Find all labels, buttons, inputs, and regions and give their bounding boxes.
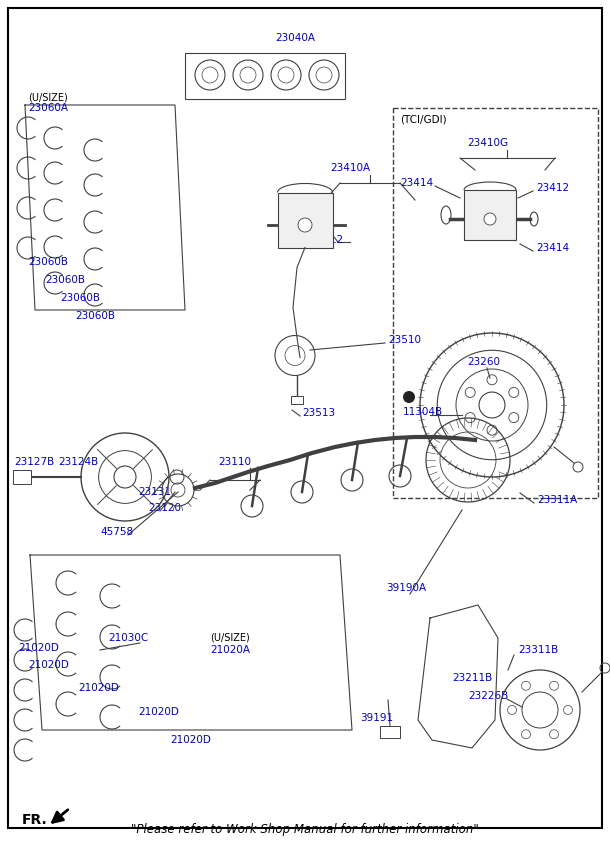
Text: 23410G: 23410G [467,138,508,148]
Text: (U/SIZE): (U/SIZE) [28,92,68,102]
Text: 21020D: 21020D [170,735,211,745]
Text: 23414: 23414 [536,243,569,253]
Text: 23110: 23110 [218,457,251,467]
Polygon shape [30,555,352,730]
Text: 21020D: 21020D [138,707,179,717]
Text: 23040A: 23040A [275,33,315,43]
Text: 21020A: 21020A [210,645,250,655]
Text: 23060A: 23060A [28,103,68,113]
Bar [278,192,332,248]
Bar [464,190,516,240]
Text: 23060B: 23060B [75,311,115,321]
Text: FR.: FR. [22,813,48,827]
Circle shape [403,391,415,403]
Text: 21030C: 21030C [108,633,148,643]
Text: 23412: 23412 [536,183,569,193]
Text: 23060B: 23060B [45,275,85,285]
Text: 23510: 23510 [388,335,421,345]
Text: 21020D: 21020D [28,660,69,670]
Text: 23311A: 23311A [537,495,577,505]
Circle shape [484,213,496,225]
Bar [291,395,303,404]
Text: "Please refer to Work Shop Manual for further information": "Please refer to Work Shop Manual for fu… [131,823,479,836]
Text: 23311B: 23311B [518,645,558,655]
Text: 45758: 45758 [100,527,133,537]
Text: 23127B: 23127B [14,457,54,467]
Text: 23412: 23412 [310,235,343,245]
Text: (U/SIZE): (U/SIZE) [210,633,249,643]
Text: 23060B: 23060B [60,293,100,303]
Text: 39190A: 39190A [386,583,426,593]
Polygon shape [25,105,185,310]
Text: 23410A: 23410A [330,163,370,173]
Text: 21020D: 21020D [18,643,59,653]
Text: 39191: 39191 [360,713,393,723]
Text: 23124B: 23124B [58,457,98,467]
Text: 23513: 23513 [302,408,335,418]
Bar [380,726,400,738]
Text: 23260: 23260 [467,357,500,367]
Text: 23211B: 23211B [452,673,492,683]
Text: 23414: 23414 [400,178,433,188]
Polygon shape [418,605,498,748]
Text: 23131: 23131 [138,487,171,497]
Text: (TCI/GDI): (TCI/GDI) [400,115,447,125]
Text: 23120: 23120 [148,503,181,513]
Text: 21020D: 21020D [78,683,119,693]
Bar [185,53,345,99]
Text: 23226B: 23226B [468,691,508,701]
Text: 23060B: 23060B [28,257,68,267]
Circle shape [298,218,312,232]
Text: 11304B: 11304B [403,407,443,417]
Bar [393,108,598,498]
Bar [13,470,31,484]
